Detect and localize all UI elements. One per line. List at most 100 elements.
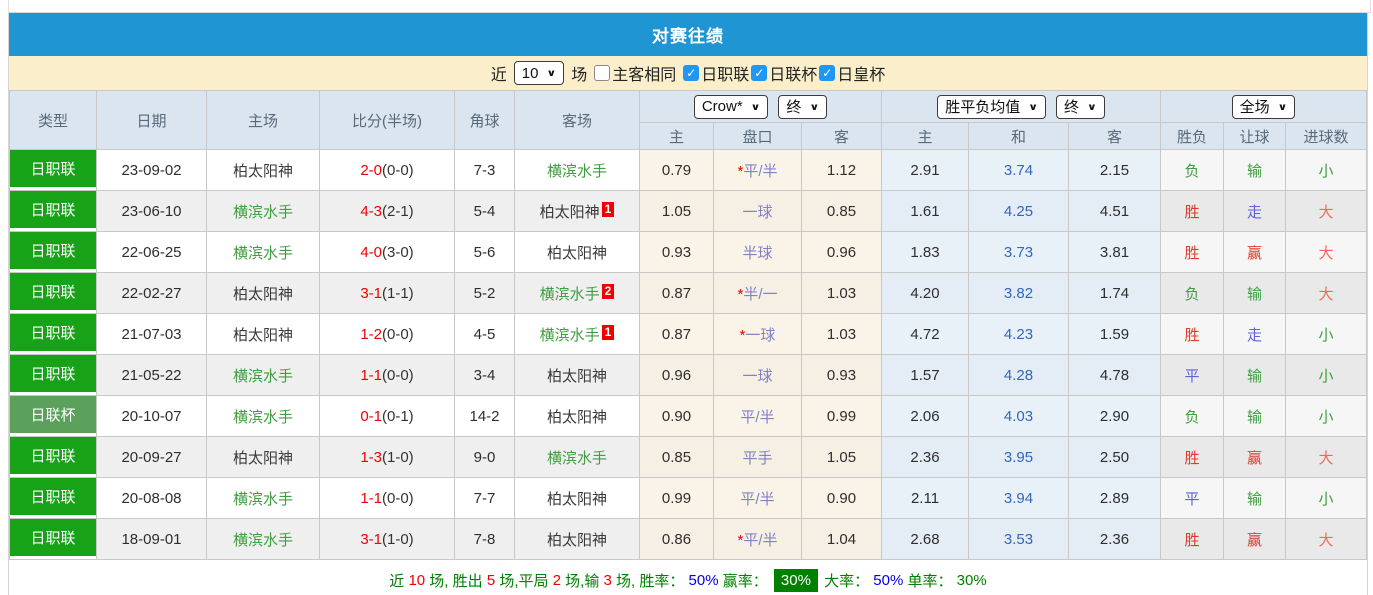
home-team-link[interactable]: 横滨水手 (232, 490, 293, 508)
scope-select[interactable]: 全场 ∨ (1231, 94, 1296, 119)
away-team-cell[interactable]: 柏太阳神 1 (514, 190, 640, 232)
handicap-cell: *平/半 (713, 149, 802, 191)
handicap-cell: 平/半 (713, 477, 802, 519)
home-team-link[interactable]: 柏太阳神 (232, 449, 293, 467)
away-team-cell[interactable]: 柏太阳神 (514, 395, 640, 437)
subheader-odds-away: 客 (800, 122, 883, 150)
subheader-result: 胜负 (1160, 122, 1225, 150)
home-team-link[interactable]: 柏太阳神 (232, 162, 293, 180)
competition-checkbox-jleague[interactable]: ✓ (683, 65, 700, 81)
table-row: 日职联 20-08-08 横滨水手 1-1(0-0) 7-7 柏太阳神 0.99 平/半 0.9… (9, 477, 1368, 519)
avg-home-cell: 1.57 (881, 354, 970, 396)
home-team-cell[interactable]: 横滨水手 (206, 190, 320, 232)
home-team-cell[interactable]: 柏太阳神 (206, 149, 320, 191)
away-team-link[interactable]: 柏太阳神 (539, 203, 600, 221)
home-team-cell[interactable]: 横滨水手 (206, 477, 320, 519)
home-team-link[interactable]: 横滨水手 (232, 408, 293, 426)
league-type-cell: 日职联 (9, 436, 97, 478)
top-strip (8, 0, 1371, 13)
home-team-link[interactable]: 柏太阳神 (232, 326, 293, 344)
halftime-score: (1-0) (382, 530, 414, 548)
away-odds-cell: 1.04 (800, 518, 883, 560)
header-away: 客场 (514, 90, 640, 150)
competition-checkbox-emperors-cup[interactable]: ✓ (819, 65, 836, 81)
away-team-link[interactable]: 横滨水手 (546, 162, 607, 180)
home-odds-cell: 0.93 (639, 231, 714, 273)
date-cell: 23-06-10 (96, 190, 207, 232)
odds-time-select[interactable]: 终 ∨ (778, 94, 828, 119)
away-team-link[interactable]: 横滨水手 (539, 285, 600, 303)
home-team-link[interactable]: 柏太阳神 (232, 285, 293, 303)
halftime-score: (2-1) (382, 202, 414, 220)
avg-time-select[interactable]: 终 ∨ (1056, 94, 1105, 119)
away-team-cell[interactable]: 柏太阳神 (514, 354, 640, 396)
away-team-cell[interactable]: 柏太阳神 (514, 477, 640, 519)
avg-home-cell: 2.91 (881, 149, 970, 191)
score-cell: 3-1(1-0) (319, 518, 455, 560)
away-team-cell[interactable]: 横滨水手 2 (514, 272, 640, 314)
away-team-cell[interactable]: 柏太阳神 (514, 518, 640, 560)
home-team-link[interactable]: 横滨水手 (232, 203, 293, 221)
win-rate-highlight: 30% (773, 568, 818, 592)
away-team-cell[interactable]: 横滨水手 (514, 149, 640, 191)
home-team-cell[interactable]: 横滨水手 (206, 354, 320, 396)
odds-time-value: 终 (786, 99, 802, 116)
odds-group-header: Crow* ∨ 终 ∨ (638, 90, 883, 123)
home-odds-cell: 0.87 (639, 313, 714, 355)
away-team-link[interactable]: 横滨水手 (546, 449, 607, 467)
home-team-cell[interactable]: 柏太阳神 (206, 436, 320, 478)
avg-draw-cell: 4.25 (968, 190, 1070, 232)
result-group-header: 全场 ∨ (1160, 90, 1368, 123)
away-team-link[interactable]: 横滨水手 (539, 326, 600, 344)
competition-checkbox-league-cup[interactable]: ✓ (751, 65, 768, 81)
home-team-link[interactable]: 横滨水手 (232, 367, 293, 385)
away-team-link[interactable]: 柏太阳神 (546, 244, 607, 262)
avg-draw-cell: 4.03 (968, 395, 1070, 437)
scope-value: 全场 (1239, 99, 1270, 116)
away-team-link[interactable]: 柏太阳神 (546, 408, 607, 426)
away-team-link[interactable]: 柏太阳神 (546, 531, 607, 549)
table-row: 日职联 23-06-10 横滨水手 4-3(2-1) 5-4 柏太阳神 1 1.05 一球 0.8… (9, 190, 1368, 232)
avg-home-cell: 1.83 (881, 231, 970, 273)
away-team-link[interactable]: 柏太阳神 (546, 490, 607, 508)
away-team-cell[interactable]: 柏太阳神 (514, 231, 640, 273)
away-team-cell[interactable]: 横滨水手 1 (514, 313, 640, 355)
home-team-link[interactable]: 横滨水手 (232, 531, 293, 549)
fulltime-score: 1-1 (360, 366, 382, 384)
handicap-result-cell: 走 (1223, 190, 1287, 232)
avg-source-select[interactable]: 胜平负均值 ∨ (937, 94, 1047, 119)
home-team-cell[interactable]: 柏太阳神 (206, 272, 320, 314)
handicap-result-cell: 走 (1223, 313, 1287, 355)
home-team-cell[interactable]: 横滨水手 (206, 395, 320, 437)
chevron-down-icon: ∨ (1277, 100, 1288, 113)
away-odds-cell: 1.03 (800, 313, 883, 355)
home-odds-cell: 0.96 (639, 354, 714, 396)
header-type: 类型 (9, 90, 97, 150)
odds-company-select[interactable]: Crow* ∨ (693, 94, 769, 119)
summary-segment: 5 (486, 571, 496, 589)
fulltime-score: 2-0 (360, 161, 382, 179)
away-team-cell[interactable]: 横滨水手 (514, 436, 640, 478)
handicap-result-cell: 输 (1223, 272, 1287, 314)
date-cell: 22-06-25 (96, 231, 207, 273)
summary-segment: 场,平局 (495, 572, 553, 590)
handicap-result-cell: 赢 (1223, 436, 1287, 478)
home-team-cell[interactable]: 横滨水手 (206, 231, 320, 273)
home-team-link[interactable]: 横滨水手 (232, 244, 293, 262)
avg-home-cell: 2.68 (881, 518, 970, 560)
goals-result-cell: 大 (1285, 436, 1368, 478)
same-venue-checkbox[interactable] (594, 65, 611, 81)
avg-draw-cell: 3.73 (968, 231, 1070, 273)
home-team-cell[interactable]: 横滨水手 (206, 518, 320, 560)
subheader-avg-away: 客 (1068, 122, 1162, 150)
home-team-cell[interactable]: 柏太阳神 (206, 313, 320, 355)
away-team-link[interactable]: 柏太阳神 (546, 367, 607, 385)
away-odds-cell: 1.05 (800, 436, 883, 478)
date-cell: 22-02-27 (96, 272, 207, 314)
header-corner: 角球 (454, 90, 515, 150)
avg-away-cell: 2.89 (1068, 477, 1162, 519)
league-type-badge: 日职联 (10, 191, 96, 228)
result-cell: 负 (1160, 149, 1225, 191)
match-count-select[interactable]: 10 ∨ (513, 61, 565, 85)
goals-result-cell: 小 (1285, 313, 1368, 355)
